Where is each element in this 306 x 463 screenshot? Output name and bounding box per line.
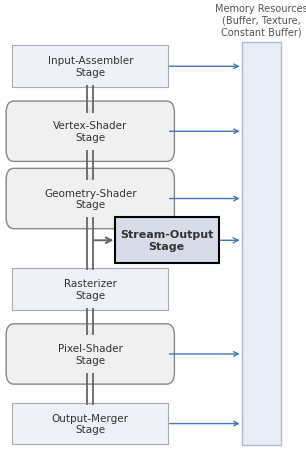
Text: Geometry-Shader
Stage: Geometry-Shader Stage <box>44 188 136 210</box>
FancyBboxPatch shape <box>12 46 168 88</box>
Text: Stream-Output
Stage: Stream-Output Stage <box>120 230 214 251</box>
FancyBboxPatch shape <box>242 43 282 445</box>
Text: Rasterizer
Stage: Rasterizer Stage <box>64 279 117 300</box>
Text: Memory Resources
(Buffer, Texture,
Constant Buffer): Memory Resources (Buffer, Texture, Const… <box>215 4 306 37</box>
FancyBboxPatch shape <box>6 102 174 162</box>
FancyBboxPatch shape <box>12 403 168 444</box>
FancyBboxPatch shape <box>12 269 168 310</box>
Text: Output-Merger
Stage: Output-Merger Stage <box>52 413 129 434</box>
FancyBboxPatch shape <box>6 324 174 384</box>
FancyBboxPatch shape <box>115 218 219 264</box>
Text: Input-Assembler
Stage: Input-Assembler Stage <box>47 56 133 78</box>
FancyBboxPatch shape <box>6 169 174 229</box>
Text: Vertex-Shader
Stage: Vertex-Shader Stage <box>53 121 128 143</box>
Text: Pixel-Shader
Stage: Pixel-Shader Stage <box>58 344 123 365</box>
